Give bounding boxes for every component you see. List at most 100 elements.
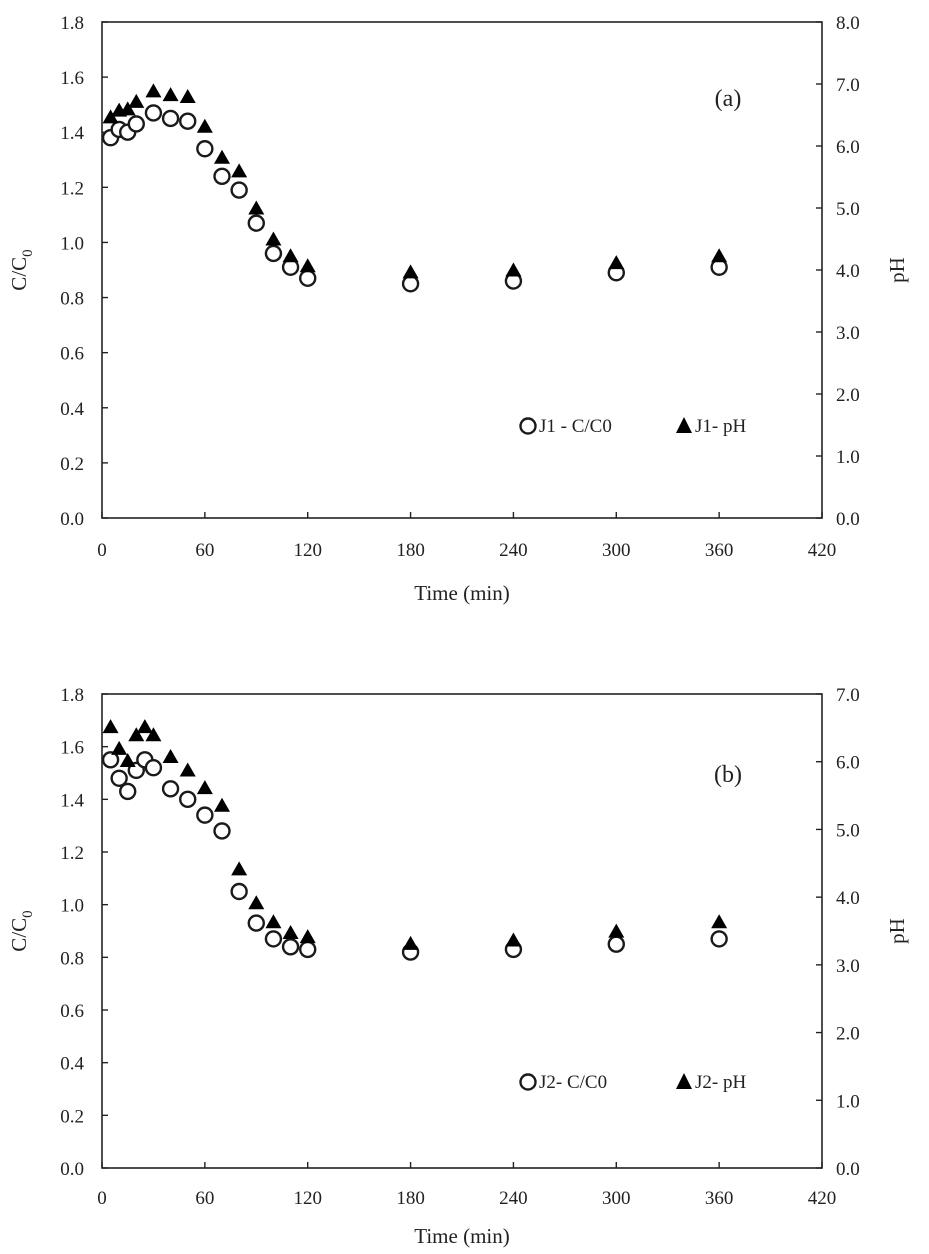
chart-panel-2: 0 60 120 180 240 300 360 420 0.0 0.2 0.4 0.6 0.8 1.0 1… (7, 685, 909, 1248)
y-left-tick-label: 1.6 (60, 68, 84, 89)
data-point-triangle (711, 248, 728, 263)
data-point-triangle (265, 231, 282, 246)
data-point-triangle (196, 118, 213, 133)
y-left-tick-label: 0.0 (60, 509, 84, 530)
x-tick-label: 420 (808, 540, 837, 561)
data-point-triangle (505, 932, 522, 947)
legend: J1 - C/C0 J1- pH (519, 416, 746, 437)
y-left-tick-label: 0.4 (60, 399, 84, 420)
y-right-tick-label: 7.0 (836, 685, 860, 706)
y-left-tick-label: 0.6 (60, 1001, 84, 1022)
data-point-circle (230, 882, 248, 901)
data-point-triangle (299, 929, 316, 944)
data-point-triangle (145, 83, 162, 98)
data-point-triangle (136, 719, 153, 734)
data-point-triangle (608, 923, 625, 938)
y-left-tick-label: 1.2 (60, 843, 84, 864)
data-point-triangle (402, 935, 419, 950)
data-point-circle (247, 214, 265, 232)
x-tick-label: 420 (808, 1188, 837, 1209)
y-left-axis-title: C/C0 (7, 249, 36, 290)
panel-label: (a) (715, 86, 742, 112)
series-ph (102, 719, 728, 950)
x-tick-label: 360 (705, 540, 734, 561)
y-right-tick-label: 0.0 (836, 1159, 860, 1180)
y-right-tick-label: 3.0 (836, 323, 860, 344)
data-point-circle (247, 914, 265, 932)
data-point-triangle (505, 262, 522, 277)
legend-circle-marker (519, 417, 537, 435)
y-left-tick-label: 1.0 (60, 233, 84, 254)
data-point-triangle (119, 101, 136, 116)
x-axis-title: Time (min) (414, 1224, 509, 1248)
legend-label-ph: J1- pH (695, 416, 746, 437)
data-point-triangle (162, 748, 179, 763)
data-point-circle (101, 751, 120, 769)
y-left-tick-label: 0.0 (60, 1159, 84, 1180)
y-right-tick-label: 1.0 (836, 447, 860, 468)
data-point-circle (144, 759, 163, 777)
data-point-circle (144, 104, 163, 122)
x-tick-label: 180 (396, 1188, 425, 1209)
y-right-tick-label: 0.0 (836, 509, 860, 530)
legend: J2- C/C0 J2- pH (519, 1072, 746, 1093)
data-point-circle (230, 181, 248, 199)
y-right-tick-label: 2.0 (836, 385, 860, 406)
data-point-circle (127, 115, 145, 133)
series-cc0 (101, 751, 728, 961)
y-right-tick-label: 5.0 (836, 199, 860, 220)
y-right-tick-label: 1.0 (836, 1091, 860, 1112)
y-left-tick-label: 0.8 (60, 289, 84, 310)
data-point-triangle (111, 740, 128, 755)
data-point-circle (196, 140, 214, 158)
y-left-tick-label: 0.6 (60, 344, 84, 365)
data-point-triangle (402, 264, 419, 279)
x-tick-label: 180 (396, 540, 425, 561)
data-point-circle (213, 822, 231, 840)
data-point-triangle (196, 780, 213, 795)
data-point-circle (299, 940, 317, 959)
data-point-triangle (145, 727, 162, 742)
data-point-triangle (214, 797, 230, 812)
data-point-triangle (102, 109, 119, 124)
data-point-circle (119, 782, 137, 801)
data-point-circle (281, 938, 300, 956)
data-point-triangle (248, 895, 265, 910)
x-tick-label: 240 (499, 540, 528, 561)
x-tick-label: 120 (293, 1188, 322, 1209)
y-left-axis-title: C/C0 (7, 910, 36, 951)
data-point-triangle (299, 258, 316, 273)
data-point-triangle (162, 87, 179, 102)
data-point-triangle (179, 762, 196, 777)
panel-label: (b) (714, 762, 742, 788)
y-right-tick-label: 5.0 (836, 820, 860, 841)
series-cc0 (101, 104, 728, 293)
data-point-triangle (231, 861, 248, 876)
data-point-triangle (282, 925, 299, 940)
data-point-circle (110, 769, 128, 787)
legend-triangle-marker (676, 417, 692, 433)
y-left-tick-label: 0.2 (60, 454, 84, 475)
y-left-tick-label: 1.2 (60, 178, 84, 199)
data-point-triangle (128, 727, 145, 742)
data-point-triangle (608, 255, 625, 270)
y-right-axis-title: pH (885, 918, 909, 944)
y-left-tick-label: 1.0 (60, 896, 84, 917)
legend-triangle-marker (676, 1073, 692, 1089)
y-left-tick-label: 1.8 (60, 13, 84, 34)
x-tick-label: 240 (499, 1188, 528, 1209)
data-point-circle (196, 806, 214, 824)
data-point-circle (607, 935, 625, 953)
data-point-triangle (711, 914, 728, 929)
series-ph (102, 83, 728, 279)
y-left-tick-label: 0.4 (60, 1054, 84, 1075)
x-tick-label: 60 (195, 1188, 214, 1209)
x-tick-label: 0 (97, 1188, 107, 1209)
data-point-circle (264, 930, 283, 948)
x-tick-label: 300 (602, 540, 631, 561)
legend-label-cc0: J2- C/C0 (539, 1072, 607, 1093)
x-tick-label: 360 (705, 1188, 734, 1209)
x-tick-label: 60 (195, 540, 214, 561)
data-point-circle (401, 275, 420, 293)
